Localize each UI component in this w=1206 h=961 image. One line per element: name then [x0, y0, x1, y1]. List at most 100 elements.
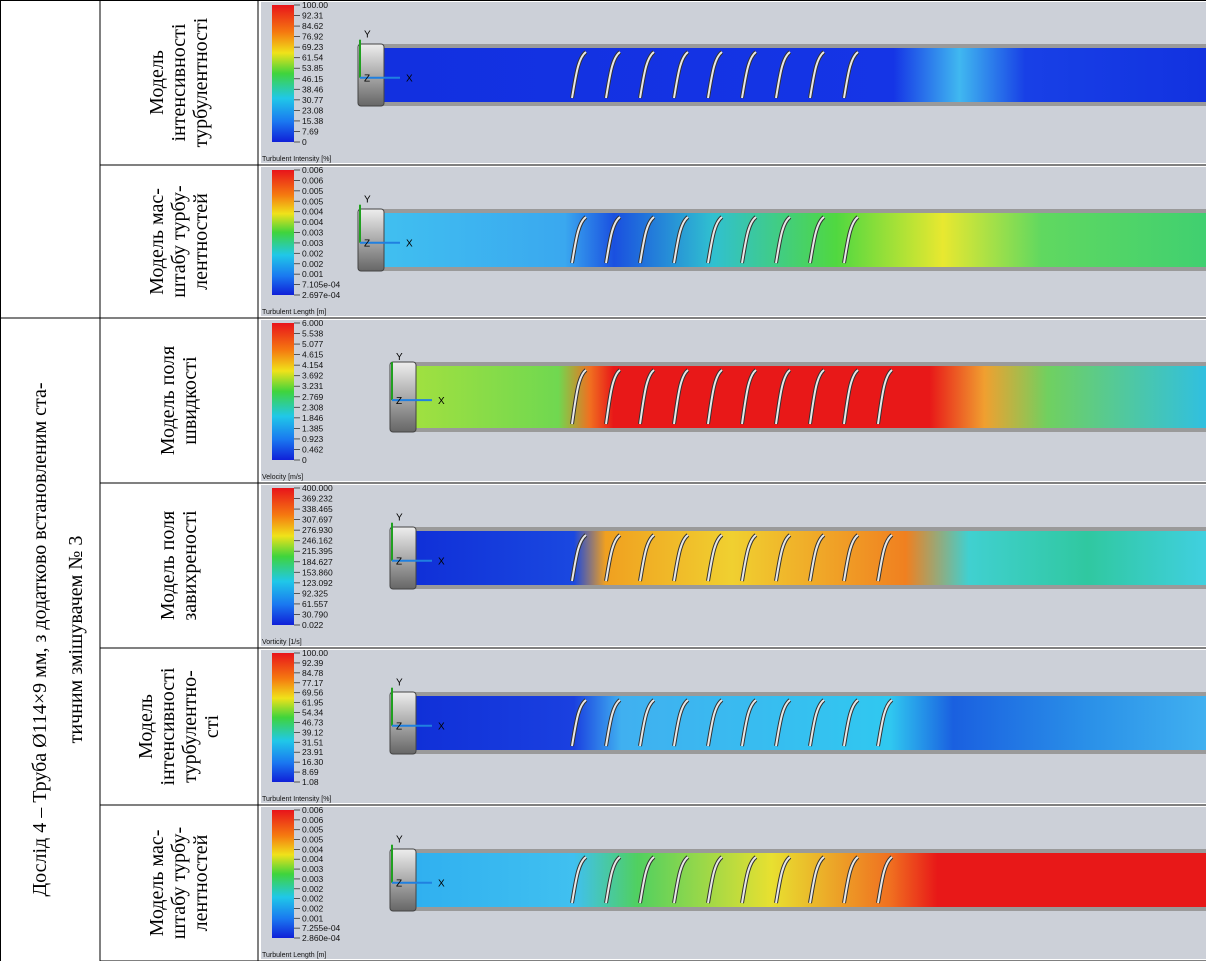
- axis-label: Z: [364, 239, 370, 250]
- legend-tick-label: 0.003: [302, 228, 324, 238]
- row-label: Модель мас-: [146, 830, 168, 937]
- legend-tick-label: 0.004: [302, 207, 324, 217]
- axis-label: X: [438, 557, 445, 568]
- legend-tick-label: 0.006: [302, 165, 324, 175]
- row-label: інтенсивності: [168, 23, 190, 141]
- legend-tick-label: 92.31: [302, 11, 324, 21]
- row-label: турбулентно-: [179, 670, 201, 783]
- legend-tick-label: 7.105e-04: [302, 280, 341, 290]
- legend-tick-label: 0.005: [302, 186, 324, 196]
- row-label: лентностей: [190, 193, 212, 290]
- legend-tick-label: 0.004: [302, 844, 324, 854]
- legend-title: Turbulent Length [m]: [262, 952, 326, 959]
- axis-label: Z: [396, 722, 402, 733]
- legend-tick-label: 0.923: [302, 434, 324, 444]
- legend-tick-label: 215.395: [302, 546, 333, 556]
- legend-tick-label: 2.697e-04: [302, 290, 341, 300]
- legend-tick-label: 0.002: [302, 248, 324, 258]
- legend-tick-label: 4.615: [302, 350, 324, 360]
- row-label: лентностей: [190, 834, 212, 931]
- pipe-cap: [390, 692, 416, 754]
- legend-tick-label: 61.54: [302, 53, 324, 63]
- row-label: турбулентності: [190, 17, 212, 147]
- row-label: сті: [201, 714, 223, 738]
- axis-label: X: [438, 722, 445, 733]
- legend-tick-label: 0: [302, 455, 307, 465]
- legend-tick-label: 0.462: [302, 444, 324, 454]
- legend-tick-label: 1.08: [302, 777, 319, 787]
- legend-tick-label: 84.62: [302, 21, 324, 31]
- legend-tick-label: 39.12: [302, 727, 324, 737]
- color-bar: [272, 810, 294, 938]
- legend-tick-label: 100.00: [302, 0, 328, 10]
- legend-tick-label: 76.92: [302, 32, 324, 42]
- legend-tick-label: 0.001: [302, 913, 324, 923]
- legend-tick-label: 0.004: [302, 217, 324, 227]
- legend-tick-label: 246.162: [302, 536, 333, 546]
- legend-tick-label: 30.77: [302, 95, 324, 105]
- legend-tick-label: 54.34: [302, 708, 324, 718]
- legend-tick-label: 61.557: [302, 599, 328, 609]
- color-bar: [272, 653, 294, 782]
- page: Модельінтенсивностітурбулентності100.009…: [0, 0, 1206, 961]
- legend-title: Vorticity [1/s]: [262, 639, 302, 646]
- legend-tick-label: 123.092: [302, 578, 333, 588]
- axis-label: Y: [364, 30, 371, 41]
- legend-tick-label: 69.56: [302, 688, 324, 698]
- row-label: Модель поля: [157, 511, 179, 620]
- legend-tick-label: 0.006: [302, 175, 324, 185]
- axis-label: X: [406, 239, 413, 250]
- legend-tick-label: 307.697: [302, 515, 333, 525]
- legend-tick-label: 23.91: [302, 747, 324, 757]
- legend-tick-label: 46.15: [302, 74, 324, 84]
- legend-tick-label: 1.385: [302, 423, 324, 433]
- legend-tick-label: 8.69: [302, 767, 319, 777]
- legend-tick-label: 0.002: [302, 259, 324, 269]
- axis-label: X: [438, 879, 445, 890]
- legend-tick-label: 2.860e-04: [302, 933, 341, 943]
- legend-tick-label: 46.73: [302, 717, 324, 727]
- legend-tick-label: 84.78: [302, 668, 324, 678]
- legend-title: Turbulent Intensity [%]: [262, 156, 331, 163]
- legend-tick-label: 3.231: [302, 381, 324, 391]
- legend-tick-label: 92.325: [302, 588, 328, 598]
- axis-label: Y: [396, 352, 403, 363]
- legend-tick-label: 3.692: [302, 371, 324, 381]
- row-label: штабу турбу-: [168, 827, 190, 939]
- legend-tick-label: 23.08: [302, 105, 324, 115]
- axis-label: Y: [396, 513, 403, 524]
- pipe-cap: [390, 849, 416, 911]
- legend-tick-label: 16.30: [302, 757, 324, 767]
- legend-tick-label: 0.005: [302, 196, 324, 206]
- legend-tick-label: 100.00: [302, 648, 328, 658]
- legend-title: Velocity [m/s]: [262, 474, 303, 481]
- row-label: Модель: [135, 694, 157, 759]
- row-label: Модель поля: [157, 346, 179, 455]
- legend-tick-label: 2.308: [302, 402, 324, 412]
- legend-tick-label: 38.46: [302, 84, 324, 94]
- legend-tick-label: 30.790: [302, 609, 328, 619]
- row-label: Модель: [146, 50, 168, 115]
- axis-label: X: [406, 74, 413, 85]
- axis-label: Z: [364, 74, 370, 85]
- legend-tick-label: 6.000: [302, 318, 324, 328]
- legend-tick-label: 5.538: [302, 329, 324, 339]
- legend-tick-label: 5.077: [302, 339, 324, 349]
- legend-title: Turbulent Length [m]: [262, 309, 326, 316]
- axis-label: X: [438, 396, 445, 407]
- legend-tick-label: 0: [302, 137, 307, 147]
- row-label: штабу турбу-: [168, 185, 190, 297]
- legend-tick-label: 92.39: [302, 658, 324, 668]
- legend-tick-label: 77.17: [302, 678, 324, 688]
- row-label: інтенсивності: [157, 667, 179, 785]
- legend-tick-label: 0.005: [302, 835, 324, 845]
- legend-tick-label: 7.255e-04: [302, 923, 341, 933]
- axis-label: Y: [364, 195, 371, 206]
- legend-tick-label: 400.000: [302, 483, 333, 493]
- legend-tick-label: 0.002: [302, 884, 324, 894]
- color-bar: [272, 488, 294, 625]
- legend-tick-label: 338.465: [302, 504, 333, 514]
- color-bar: [272, 323, 294, 460]
- legend-tick-label: 369.232: [302, 494, 333, 504]
- legend-tick-label: 184.627: [302, 557, 333, 567]
